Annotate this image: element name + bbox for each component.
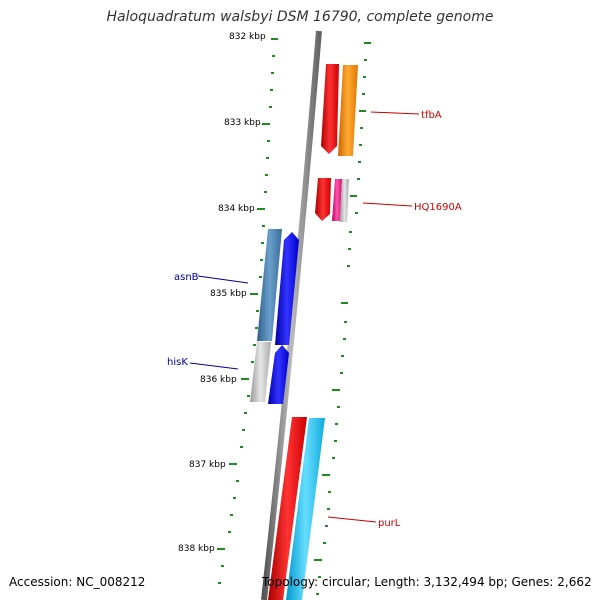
kbp-label-832: 832 kbp [229, 32, 266, 42]
gene-purL-region[interactable] [268, 417, 325, 600]
accession-text: Accession: NC_008212 [9, 575, 146, 589]
gene-arrow-blue[interactable] [268, 345, 289, 404]
hisK-leader [189, 362, 239, 370]
gene-arrow-blue[interactable] [275, 232, 299, 345]
asnB-leader [197, 275, 249, 284]
gene-arrow-steelblue[interactable] [257, 229, 282, 341]
gene-label-tfbA[interactable]: tfbA [421, 110, 442, 121]
gene-arrow-grey[interactable] [340, 179, 349, 222]
kbp-label-833: 833 kbp [224, 118, 261, 128]
gene-label-HQ1690A[interactable]: HQ1690A [414, 202, 462, 213]
gene-asnB-region[interactable] [257, 229, 299, 345]
kbp-label-835: 835 kbp [210, 289, 247, 299]
gene-arrow-red[interactable] [268, 417, 307, 600]
gene-arrow-magenta[interactable] [332, 179, 342, 221]
genome-summary: Topology: circular; Length: 3,132,494 bp… [262, 575, 592, 589]
gene-label-purL[interactable]: purL [378, 518, 401, 529]
tfbA-leader [370, 111, 420, 115]
genome-backbone [261, 30, 322, 600]
kbp-label-838: 838 kbp [178, 544, 215, 554]
purL-leader [327, 516, 377, 523]
gene-hisK-region[interactable] [250, 342, 289, 404]
gene-arrow-skyblue[interactable] [286, 418, 325, 600]
gene-label-hisK[interactable]: hisK [167, 357, 188, 368]
gene-arrow-orange[interactable] [338, 65, 358, 156]
kbp-label-837: 837 kbp [189, 460, 226, 470]
inner-tick-track [217, 38, 278, 584]
gene-tfbA-region[interactable] [321, 64, 358, 156]
kbp-label-834: 834 kbp [218, 204, 255, 214]
gene-arrow-grey[interactable] [250, 342, 271, 402]
kbp-label-836: 836 kbp [200, 375, 237, 385]
map-title: Haloquadratum walsbyi DSM 16790, complet… [106, 9, 494, 25]
HQ1690A-leader [362, 202, 413, 207]
gene-arrow-red[interactable] [321, 64, 339, 154]
gene-label-asnB[interactable]: asnB [174, 272, 199, 283]
outer-tick-track [314, 42, 371, 595]
gene-arrow-red[interactable] [315, 178, 331, 221]
gene-HQ1690A-region[interactable] [315, 178, 349, 222]
